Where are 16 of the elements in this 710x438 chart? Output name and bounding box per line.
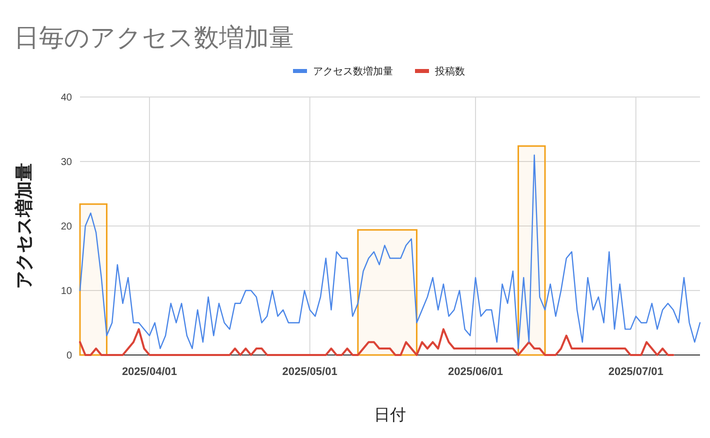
legend-label: 投稿数 [434, 66, 465, 78]
y-tick-label: 30 [60, 157, 72, 168]
x-tick-label: 2025/05/01 [282, 366, 338, 378]
x-tick-label: 2025/07/01 [608, 366, 664, 378]
x-axis-title: 日付 [374, 407, 406, 424]
y-tick-label: 40 [60, 92, 72, 104]
legend-label: アクセス数増加量 [313, 66, 393, 78]
y-tick-label: 20 [60, 222, 72, 232]
x-tick-label: 2025/06/01 [448, 366, 504, 378]
y-axis-title: アクセス増加量 [13, 163, 34, 289]
y-tick-label: 0 [66, 350, 72, 362]
y-tick-label: 10 [60, 286, 72, 297]
x-tick-label: 2025/04/01 [122, 366, 178, 378]
line-series [79, 328, 674, 356]
line-series [79, 154, 701, 350]
chart-title: 日毎のアクセス数増加量 [14, 24, 294, 52]
